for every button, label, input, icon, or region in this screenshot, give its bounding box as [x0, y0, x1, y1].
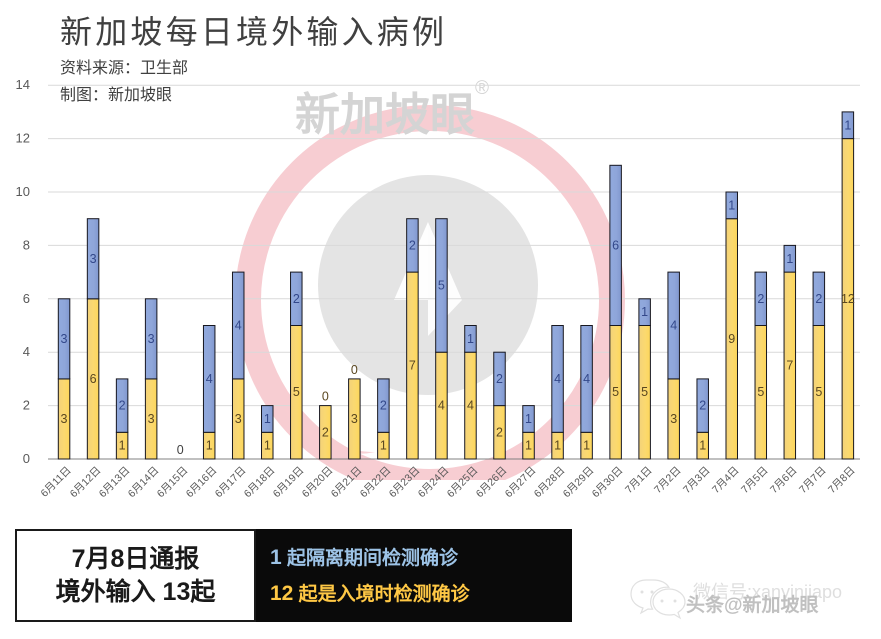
svg-text:4: 4 [554, 372, 561, 386]
svg-text:12: 12 [841, 292, 855, 306]
svg-text:4: 4 [235, 319, 242, 333]
svg-text:1: 1 [206, 439, 213, 453]
svg-text:6: 6 [612, 238, 619, 252]
svg-text:1: 1 [264, 412, 271, 426]
svg-text:6: 6 [90, 372, 97, 386]
svg-text:5: 5 [293, 385, 300, 399]
svg-text:4: 4 [438, 399, 445, 413]
svg-text:2: 2 [322, 425, 329, 439]
svg-text:2: 2 [496, 425, 503, 439]
svg-text:3: 3 [148, 332, 155, 346]
svg-text:2: 2 [699, 399, 706, 413]
svg-text:1: 1 [525, 439, 532, 453]
svg-text:2: 2 [23, 398, 30, 413]
svg-text:2: 2 [293, 292, 300, 306]
svg-text:3: 3 [148, 412, 155, 426]
svg-text:0: 0 [177, 443, 184, 457]
svg-text:1: 1 [699, 439, 706, 453]
svg-text:1: 1 [728, 198, 735, 212]
svg-text:14: 14 [16, 77, 30, 92]
svg-text:1: 1 [264, 439, 271, 453]
svg-text:2: 2 [119, 399, 126, 413]
svg-text:4: 4 [467, 399, 474, 413]
svg-text:4: 4 [206, 372, 213, 386]
svg-text:头条@新加坡眼: 头条@新加坡眼 [686, 593, 819, 616]
svg-text:1: 1 [119, 439, 126, 453]
svg-text:3: 3 [61, 332, 68, 346]
svg-text:1: 1 [467, 332, 474, 346]
svg-text:1: 1 [844, 118, 851, 132]
svg-text:2: 2 [757, 292, 764, 306]
svg-text:3: 3 [90, 252, 97, 266]
svg-text:5: 5 [815, 385, 822, 399]
svg-text:0: 0 [351, 363, 358, 377]
svg-text:5: 5 [757, 385, 764, 399]
svg-text:8: 8 [23, 237, 30, 252]
svg-text:1: 1 [786, 252, 793, 266]
svg-text:12: 12 [16, 131, 30, 146]
svg-text:5: 5 [641, 385, 648, 399]
svg-text:3: 3 [670, 412, 677, 426]
svg-text:2: 2 [409, 238, 416, 252]
svg-text:2: 2 [380, 399, 387, 413]
svg-text:2: 2 [815, 292, 822, 306]
svg-text:1: 1 [525, 412, 532, 426]
svg-text:3: 3 [235, 412, 242, 426]
svg-text:1: 1 [641, 305, 648, 319]
svg-text:9: 9 [728, 332, 735, 346]
svg-text:0: 0 [322, 390, 329, 404]
svg-text:1: 1 [554, 439, 561, 453]
svg-text:2: 2 [496, 372, 503, 386]
svg-text:4: 4 [23, 344, 30, 359]
svg-text:4: 4 [583, 372, 590, 386]
svg-text:6: 6 [23, 291, 30, 306]
svg-text:5: 5 [438, 278, 445, 292]
svg-text:4: 4 [670, 319, 677, 333]
svg-text:7: 7 [786, 359, 793, 373]
svg-text:3: 3 [61, 412, 68, 426]
svg-text:3: 3 [351, 412, 358, 426]
svg-text:0: 0 [23, 451, 30, 466]
svg-text:10: 10 [16, 184, 30, 199]
svg-text:1: 1 [380, 439, 387, 453]
svg-text:5: 5 [612, 385, 619, 399]
svg-text:7: 7 [409, 359, 416, 373]
svg-text:1: 1 [583, 439, 590, 453]
